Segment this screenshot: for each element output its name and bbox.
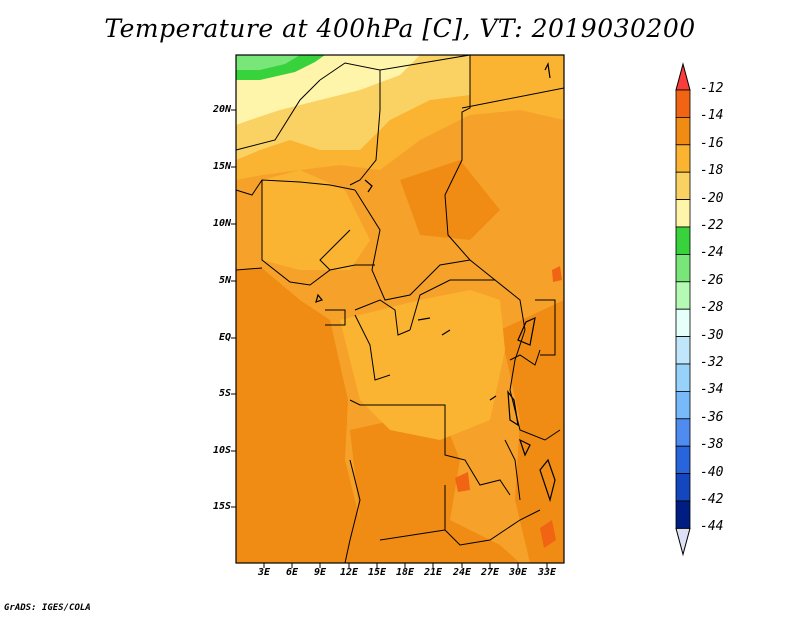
colorbar-swatch: [675, 500, 691, 529]
field-sw-region: [236, 268, 380, 563]
lon-label: 27E: [480, 567, 500, 578]
colorbar-label: -16: [700, 135, 724, 151]
chart-title: Temperature at 400hPa [C], VT: 201903020…: [104, 14, 696, 43]
lon-label: 3E: [257, 567, 271, 578]
lat-label: 5N: [218, 275, 231, 286]
lon-label: 9E: [313, 567, 327, 578]
colorbar-label: -14: [700, 108, 724, 124]
field-south-region: [350, 410, 520, 563]
colorbar-label: -38: [700, 437, 724, 453]
colorbar-swatch: [675, 281, 691, 310]
colorbar-swatch: [675, 445, 691, 475]
lon-label: 24E: [452, 567, 472, 578]
field-east-region: [500, 300, 564, 563]
colorbar-label: -20: [700, 190, 724, 206]
lon-label: 21E: [423, 567, 443, 578]
lat-label: 15S: [212, 501, 231, 512]
colorbar-swatch: [675, 199, 691, 228]
colorbar-bottom-arrow: [675, 527, 691, 557]
lon-label: 6E: [285, 567, 299, 578]
field-hotspot: [540, 520, 556, 548]
field-central-region: [400, 160, 500, 240]
colorbar-label: -40: [700, 464, 724, 480]
field-light-green-patch: [236, 55, 300, 70]
colorbar-label: -32: [700, 355, 724, 370]
colorbar-swatch: [675, 390, 691, 420]
colorbar-swatch: [675, 253, 691, 283]
field-hotspot: [552, 266, 562, 282]
lon-label: 30E: [508, 567, 528, 578]
lat-label: 20N: [212, 104, 231, 115]
colorbar-label: -34: [700, 382, 724, 398]
coastline-lakes: [315, 62, 556, 503]
colorbar-label: -24: [700, 245, 724, 261]
colorbar-swatch: [675, 171, 691, 200]
colorbar-label: -42: [700, 492, 724, 507]
colorbar-swatch: [675, 418, 691, 447]
colorbar-label: -36: [700, 409, 724, 425]
field-hotspot: [455, 472, 470, 492]
colorbar-top-arrow: [675, 62, 691, 91]
colorbar-swatch: [675, 336, 691, 365]
colorbar-swatch: [675, 144, 691, 173]
lon-label: 33E: [537, 567, 557, 578]
lon-label: 18E: [395, 567, 415, 578]
lat-label: 5S: [218, 388, 231, 399]
colorbar-label: -22: [700, 218, 724, 233]
colorbar-swatch: [675, 363, 691, 392]
axis-ticks: [231, 109, 548, 568]
lat-label: EQ: [218, 332, 231, 343]
colorbar-label: -12: [700, 81, 724, 96]
field-lighter-west: [262, 170, 370, 270]
colorbar-label: -30: [700, 327, 724, 343]
colorbar-label: -44: [700, 519, 724, 535]
lat-label: 10N: [212, 218, 231, 229]
colorbar-label: -26: [700, 272, 724, 288]
lon-label: 15E: [367, 567, 387, 578]
colorbar-swatch: [675, 117, 691, 146]
field-lighter-center: [340, 290, 505, 440]
country-borders: [235, 54, 565, 564]
colorbar-swatch: [675, 473, 691, 502]
lat-label: 10S: [212, 445, 231, 456]
lat-label: 15N: [212, 161, 231, 172]
map-frame: [235, 54, 565, 564]
lon-label: 12E: [339, 567, 359, 578]
colorbar-label: -28: [700, 300, 724, 316]
colorbar-label: -18: [700, 163, 724, 179]
colorbar-swatch: [675, 226, 691, 255]
colorbar-swatch: [675, 308, 691, 338]
colorbar-swatch: [675, 89, 691, 118]
grads-credit: GrADS: IGES/COLA: [4, 603, 91, 613]
